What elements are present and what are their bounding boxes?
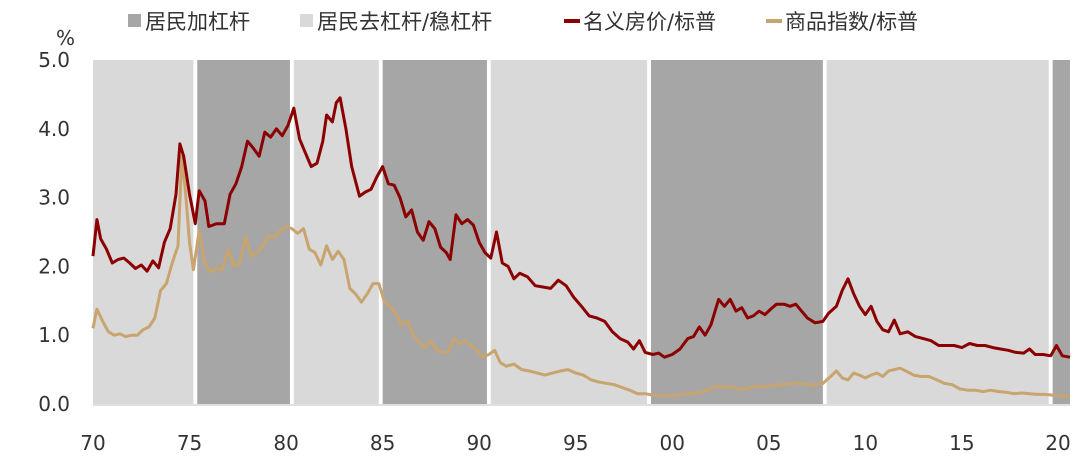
legend-label: 居民加杠杆: [145, 10, 250, 34]
region-leverage-5: [651, 60, 823, 404]
region-deleverage-4: [490, 60, 648, 404]
x-tick-label: 20: [1045, 431, 1070, 455]
x-tick-label: 90: [466, 431, 491, 455]
x-tick-label: 95: [563, 431, 588, 455]
legend-label: 名义房价/标普: [583, 10, 716, 34]
region-leverage-7: [1052, 60, 1070, 404]
series-line-1: [91, 154, 1071, 399]
legend-item-1: 居民去杠杆/稳杠杆: [300, 10, 492, 34]
x-tick-label: 05: [756, 431, 781, 455]
legend-label: 居民去杠杆/稳杠杆: [317, 10, 492, 34]
x-tick-label: 10: [853, 431, 878, 455]
legend-item-3: 商品指数/标普: [766, 10, 918, 34]
legend-swatch-box: [300, 14, 313, 27]
region-deleverage-0: [93, 60, 194, 404]
x-tick-label: 75: [177, 431, 202, 455]
y-tick-label: 1.0: [38, 323, 70, 347]
y-tick-label: 4.0: [38, 117, 70, 141]
series-lines: [91, 96, 1071, 399]
x-tick-label: 70: [80, 431, 105, 455]
y-tick-label: 0.0: [38, 392, 70, 416]
axes: %: [56, 26, 1070, 406]
region-leverage-1: [197, 60, 290, 404]
y-tick-label: 3.0: [38, 186, 70, 210]
y-tick-labels: 0.0 1.0 2.0 3.0 4.0 5.0: [38, 48, 70, 416]
legend-item-2: 名义房价/标普: [564, 10, 716, 34]
x-tick-label: 85: [370, 431, 395, 455]
x-tick-label: 00: [660, 431, 685, 455]
legend: 居民加杠杆 居民去杠杆/稳杠杆 名义房价/标普 商品指数/标普: [128, 10, 918, 34]
legend-item-0: 居民加杠杆: [128, 10, 250, 34]
legend-label: 商品指数/标普: [785, 10, 918, 34]
legend-swatch-box: [128, 14, 141, 27]
y-tick-label: 5.0: [38, 48, 70, 72]
region-deleverage-2: [293, 60, 379, 404]
y-axis-unit-label: %: [56, 26, 75, 50]
series-line-0: [91, 96, 1071, 359]
x-tick-labels: 70 75 80 85 90 95 00 05 10 15 20: [80, 431, 1070, 455]
y-tick-label: 2.0: [38, 254, 70, 278]
phase-regions: [93, 60, 1070, 404]
x-tick-label: 80: [273, 431, 298, 455]
x-tick-label: 15: [949, 431, 974, 455]
